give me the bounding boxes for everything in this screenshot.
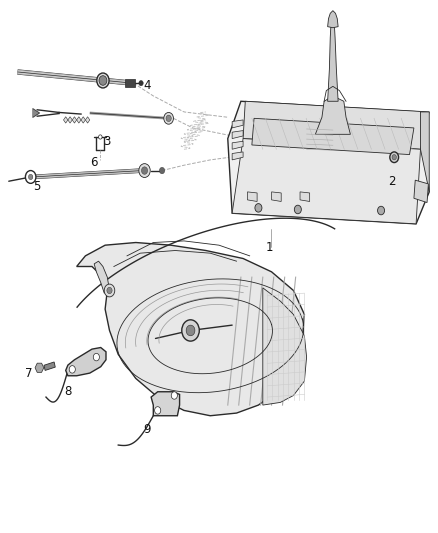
Polygon shape <box>72 117 77 123</box>
Polygon shape <box>420 112 429 192</box>
Circle shape <box>392 155 396 160</box>
Polygon shape <box>81 117 85 123</box>
Text: 7: 7 <box>25 367 32 379</box>
Circle shape <box>255 204 262 212</box>
Polygon shape <box>232 131 243 139</box>
Polygon shape <box>243 101 429 149</box>
Text: 6: 6 <box>90 156 98 169</box>
Bar <box>125 79 135 87</box>
Circle shape <box>390 152 399 163</box>
Text: 5: 5 <box>34 180 41 193</box>
Circle shape <box>104 284 115 297</box>
Text: 9: 9 <box>143 423 151 435</box>
Circle shape <box>97 73 109 88</box>
Circle shape <box>159 167 165 174</box>
Circle shape <box>155 407 161 414</box>
Polygon shape <box>272 192 281 201</box>
Polygon shape <box>94 261 110 293</box>
Polygon shape <box>232 141 243 149</box>
Polygon shape <box>247 192 257 201</box>
Polygon shape <box>33 109 39 117</box>
Polygon shape <box>151 392 180 416</box>
Text: 4: 4 <box>143 79 151 92</box>
Text: 8: 8 <box>64 385 71 398</box>
Polygon shape <box>232 120 243 128</box>
Circle shape <box>186 325 195 336</box>
Circle shape <box>28 174 33 180</box>
Polygon shape <box>64 117 68 123</box>
Circle shape <box>141 167 148 174</box>
Circle shape <box>93 353 99 361</box>
Circle shape <box>99 135 102 139</box>
Circle shape <box>294 205 301 214</box>
Circle shape <box>182 320 199 341</box>
Polygon shape <box>77 117 81 123</box>
Polygon shape <box>315 96 350 134</box>
Circle shape <box>107 287 112 294</box>
Polygon shape <box>66 348 106 376</box>
Circle shape <box>378 206 385 215</box>
Polygon shape <box>328 11 338 28</box>
Polygon shape <box>35 363 44 373</box>
Polygon shape <box>68 117 72 123</box>
Text: 1: 1 <box>265 241 273 254</box>
Polygon shape <box>77 243 304 416</box>
Polygon shape <box>252 118 414 155</box>
Circle shape <box>166 115 171 122</box>
Polygon shape <box>232 139 420 224</box>
Circle shape <box>139 164 150 177</box>
Circle shape <box>25 171 36 183</box>
Circle shape <box>99 76 107 85</box>
Polygon shape <box>300 192 310 201</box>
Polygon shape <box>328 21 338 101</box>
Polygon shape <box>263 288 307 405</box>
Polygon shape <box>232 152 243 160</box>
Circle shape <box>164 112 173 124</box>
Text: 2: 2 <box>388 175 396 188</box>
Polygon shape <box>414 180 428 203</box>
Text: 3: 3 <box>104 135 111 148</box>
Bar <box>44 362 55 370</box>
Circle shape <box>69 366 75 373</box>
Polygon shape <box>85 117 90 123</box>
Polygon shape <box>228 101 429 224</box>
Circle shape <box>171 392 177 399</box>
Circle shape <box>139 80 143 86</box>
